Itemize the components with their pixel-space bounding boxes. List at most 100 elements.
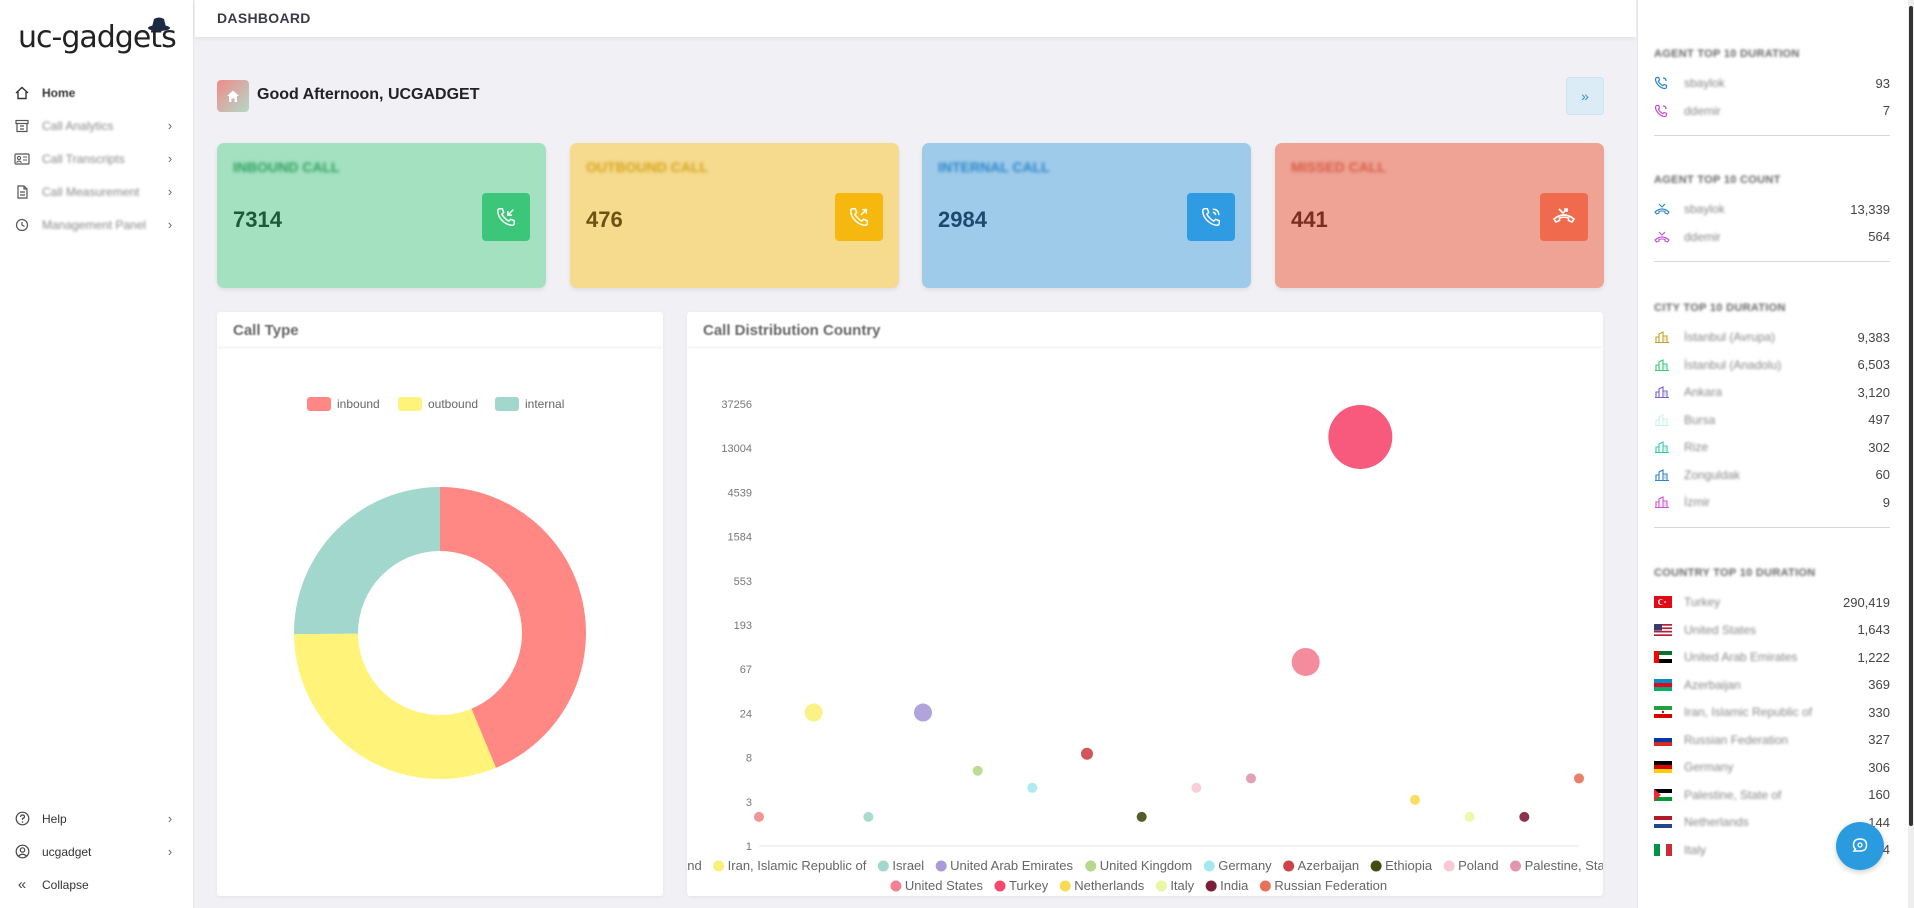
y-tick-label: 1584	[728, 532, 752, 544]
internal-call-card[interactable]: INTERNAL CALL 2984	[922, 143, 1251, 288]
data-point[interactable]	[1519, 811, 1530, 822]
nav-item-call-analytics[interactable]: Call Analytics ›	[0, 109, 194, 142]
legend-label: Palestine, State of	[1525, 858, 1603, 873]
section-divider	[1654, 261, 1890, 262]
legend-item[interactable]: Palestine, State of	[1510, 858, 1630, 873]
legend-item[interactable]: Ireland	[647, 858, 702, 873]
outbound-call-card[interactable]: OUTBOUND CALL 476	[570, 143, 899, 288]
data-point[interactable]	[863, 811, 874, 822]
scrollbar[interactable]	[1908, 0, 1914, 908]
logo[interactable]: uc-gadgets	[18, 20, 177, 55]
data-point[interactable]	[1136, 811, 1147, 822]
country-distribution-panel: Call Distribution Country 37256 13004 4539…	[647, 312, 1630, 896]
data-point[interactable]	[1574, 773, 1584, 784]
legend-item[interactable]: United Arab Emirates	[935, 858, 1074, 873]
legend-swatch	[1510, 860, 1522, 872]
city-icon	[1654, 358, 1672, 372]
nav-label: Collapse	[42, 877, 89, 892]
legend-label: Poland	[1458, 858, 1498, 873]
nav-item-management-panel[interactable]: Management Panel ›	[0, 208, 194, 241]
y-tick-label: 193	[734, 620, 752, 632]
legend-label: India	[1220, 878, 1249, 893]
missed-call-icon	[1540, 193, 1588, 241]
data-point[interactable]	[1410, 794, 1420, 805]
donut-slice-internal[interactable]	[294, 487, 440, 635]
legend-item[interactable]: Netherlands	[1059, 878, 1145, 893]
legend-item[interactable]: United Kingdom	[1085, 858, 1192, 873]
row-name: Bursa	[1684, 412, 1716, 427]
inbound-call-card[interactable]: INBOUND CALL 7314	[217, 143, 546, 288]
row-value: 497	[1868, 412, 1890, 427]
data-point[interactable]	[1328, 404, 1393, 469]
nav-item-call-transcripts[interactable]: Call Transcripts ›	[0, 142, 194, 175]
row-name: ddemir	[1684, 229, 1721, 244]
data-point[interactable]	[1246, 773, 1256, 784]
legend-label: Israel	[892, 858, 924, 873]
legend-item[interactable]: Azerbaijan	[1283, 858, 1359, 873]
home-icon	[217, 80, 249, 112]
legend-item[interactable]: Ethiopia	[1370, 858, 1433, 873]
data-point[interactable]	[1027, 782, 1038, 793]
nav-item-collapse[interactable]: « Collapse	[0, 868, 194, 901]
data-point[interactable]	[1081, 747, 1093, 760]
row-name: sbaylok	[1684, 76, 1725, 90]
legend-swatch	[877, 860, 889, 872]
legend-swatch	[1059, 880, 1071, 892]
city-duration-row: İstanbul (Avrupa) 9,383	[1654, 326, 1890, 348]
legend-item-inbound[interactable]: inbound	[307, 397, 380, 411]
nav-item-call-measurement[interactable]: Call Measurement ›	[0, 175, 194, 208]
chevron-right-icon: ›	[167, 118, 173, 133]
legend-label: internal	[525, 397, 564, 411]
legend-item[interactable]: Turkey	[994, 878, 1049, 893]
legend-item[interactable]: Russian Federation	[1259, 878, 1387, 893]
nav-label: Help	[42, 811, 67, 826]
nav-item-user[interactable]: ucgadget ›	[0, 835, 194, 868]
chevron-right-icon: ›	[167, 844, 173, 859]
city-duration-row: Rize 302	[1654, 436, 1890, 458]
row-value: 302	[1868, 439, 1890, 455]
legend-item[interactable]: United States	[890, 878, 983, 893]
row-name: United Arab Emirates	[1684, 650, 1798, 664]
legend-item[interactable]: Germany	[1203, 858, 1272, 873]
data-point[interactable]	[914, 703, 932, 722]
legend-item[interactable]: Italy	[1155, 878, 1195, 893]
legend-item-internal[interactable]: internal	[495, 397, 564, 411]
data-point[interactable]	[754, 811, 764, 822]
flag-azerbaijan-icon	[1654, 678, 1672, 692]
legend-swatch	[495, 397, 519, 411]
scrollbar-thumb[interactable]	[1909, 6, 1913, 826]
row-name: İzmir	[1684, 495, 1710, 509]
legend-item[interactable]: Iran, Islamic Republic of	[713, 858, 867, 873]
card-title: INBOUND CALL	[233, 159, 340, 175]
chat-button[interactable]	[1836, 822, 1884, 870]
main-nav: Home Call Analytics › Call Transcripts ›…	[0, 76, 194, 241]
data-point[interactable]	[1291, 647, 1320, 676]
legend-item[interactable]: India	[1205, 878, 1249, 893]
legend-swatch	[994, 880, 1006, 892]
country-duration-row: Germany 306	[1654, 756, 1890, 778]
donut-slice-inbound[interactable]	[440, 487, 586, 768]
legend-item[interactable]: Israel	[877, 858, 924, 873]
panel-title: Call Distribution Country	[687, 312, 1603, 348]
page-title: DASHBOARD	[217, 10, 311, 26]
legend-swatch	[307, 397, 331, 411]
legend-item-outbound[interactable]: outbound	[398, 397, 478, 411]
nav-item-home[interactable]: Home	[0, 76, 194, 109]
greeting-text: Good Afternoon, UCGADGET	[257, 86, 480, 103]
data-point[interactable]	[1191, 782, 1202, 793]
flag-russia-icon	[1654, 733, 1672, 747]
city-duration-row: İzmir 9	[1654, 491, 1890, 513]
donut-slice-outbound[interactable]	[294, 633, 496, 779]
chevron-right-icon: ›	[167, 151, 173, 166]
data-point[interactable]	[1464, 811, 1475, 822]
country-duration-row: United Arab Emirates 1,222	[1654, 646, 1890, 668]
expand-panel-button[interactable]: »	[1566, 77, 1604, 115]
y-tick-label: 4539	[728, 487, 752, 499]
country-duration-row: Netherlands 144	[1654, 811, 1890, 833]
nav-item-help[interactable]: Help ›	[0, 802, 194, 835]
country-duration-row: United States 1,643	[1654, 619, 1890, 641]
data-point[interactable]	[804, 703, 823, 722]
legend-item[interactable]: Poland	[1443, 858, 1499, 873]
data-point[interactable]	[972, 765, 983, 776]
missed-call-card[interactable]: MISSED CALL 441	[1275, 143, 1604, 288]
